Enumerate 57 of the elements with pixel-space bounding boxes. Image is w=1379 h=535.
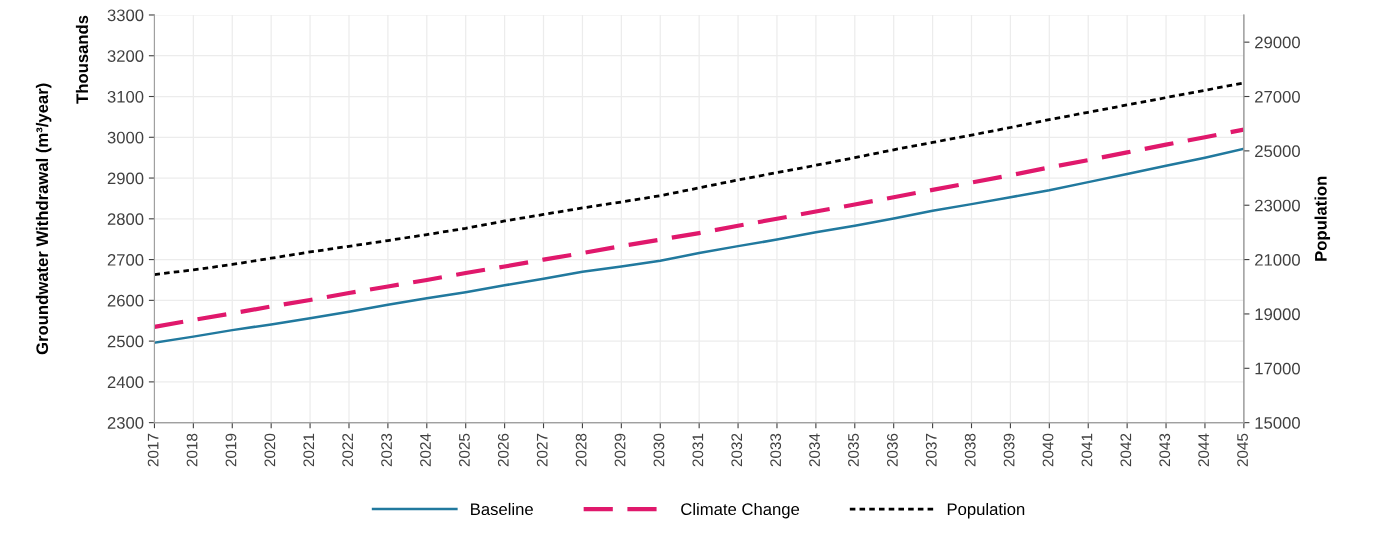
- y-axis-title: Groundwater Withdrawal (m³/year): [35, 83, 52, 355]
- y2-tick-label: 23000: [1255, 199, 1300, 212]
- y-tick-label: 2600: [107, 294, 144, 307]
- y2-tick-label: 29000: [1255, 36, 1300, 49]
- x-tick-label: 2019: [225, 433, 237, 467]
- x-tick-label: 2033: [770, 433, 782, 467]
- y-tick-label: 2800: [107, 213, 144, 226]
- x-tick-label: 2040: [1042, 433, 1054, 467]
- y2-tick-label: 17000: [1255, 362, 1300, 375]
- x-tick-label: 2021: [303, 433, 315, 467]
- x-tick-label: 2031: [692, 433, 704, 467]
- x-tick-label: 2043: [1159, 433, 1171, 467]
- x-tick-label: 2045: [1237, 433, 1248, 467]
- y-tick-label: 2900: [107, 172, 144, 185]
- y-tick-label: 3100: [107, 90, 144, 103]
- y2-tick-label: 15000: [1255, 417, 1300, 429]
- y2-tick-label: 19000: [1255, 308, 1300, 321]
- line-series: [154, 127, 1244, 329]
- x-tick-label: 2037: [925, 433, 937, 467]
- x-tick-label: 2044: [1198, 433, 1210, 467]
- x-tick-label: 2020: [264, 433, 276, 467]
- x-tick-label: 2034: [809, 433, 820, 467]
- y-tick-label: 2300: [107, 417, 144, 429]
- x-tick-label: 2029: [614, 433, 626, 467]
- y2-axis-title: Population: [1314, 176, 1331, 261]
- x-tick-label: 2028: [575, 433, 587, 467]
- y2-tick-label: 27000: [1255, 90, 1300, 103]
- text: Thousands: [75, 15, 89, 104]
- x-tick-label: 2030: [653, 433, 665, 467]
- y-tick-label: 3000: [107, 131, 144, 144]
- x-tick-label: 2042: [1120, 433, 1132, 467]
- y-tick-label: 2400: [107, 376, 144, 389]
- x-tick-label: 2023: [381, 433, 392, 467]
- x-tick-label: 2039: [1003, 433, 1015, 467]
- y-tick-label: 2700: [107, 253, 144, 266]
- y-tick-label: 2500: [107, 335, 144, 348]
- line-series: [154, 147, 1244, 344]
- legend-label: Population: [947, 502, 1025, 519]
- line-series: [154, 81, 1244, 276]
- x-tick-label: 2038: [964, 433, 976, 467]
- x-tick-label: 2026: [497, 433, 509, 467]
- x-tick-label: 2018: [186, 433, 198, 467]
- x-tick-label: 2027: [536, 433, 548, 467]
- y-tick-label: 3300: [107, 9, 144, 22]
- x-tick-label: 2041: [1081, 433, 1093, 467]
- x-tick-label: 2022: [342, 433, 354, 467]
- x-tick-label: 2017: [147, 433, 159, 467]
- y-tick-label: 3200: [107, 50, 144, 62]
- x-tick-label: 2025: [458, 433, 470, 467]
- legend-label: Climate Change: [681, 502, 800, 519]
- x-tick-label: 2036: [886, 433, 898, 467]
- legend-label: Baseline: [471, 502, 533, 516]
- x-tick-label: 2035: [848, 433, 859, 467]
- y2-tick-label: 25000: [1255, 145, 1300, 158]
- x-tick-label: 2024: [420, 433, 431, 467]
- y2-tick-label: 21000: [1255, 253, 1300, 266]
- x-tick-label: 2032: [731, 433, 743, 467]
